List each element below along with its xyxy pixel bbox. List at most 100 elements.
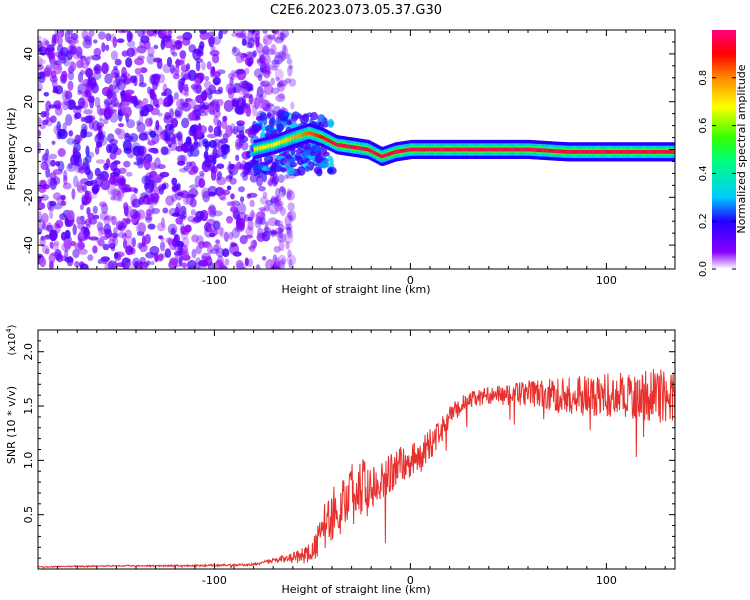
heatmap-cell — [143, 131, 150, 136]
heatmap-cell — [42, 119, 49, 126]
heatmap-cell — [97, 239, 105, 247]
heatmap-cell — [270, 258, 278, 269]
heatmap-cell — [271, 175, 278, 187]
heatmap-cell — [157, 164, 166, 170]
heatmap-cell — [259, 112, 267, 117]
heatmap-cell — [38, 35, 42, 41]
heatmap-carrier-cell — [487, 147, 490, 152]
heatmap-cell — [209, 248, 220, 255]
heatmap-cell — [213, 89, 223, 95]
heatmap-carrier-cell — [407, 148, 410, 152]
heatmap-cell — [136, 120, 141, 126]
heatmap-carrier-cell — [576, 150, 580, 154]
heatmap-cell — [277, 51, 286, 63]
heatmap-cell — [99, 170, 109, 181]
heatmap-cell — [172, 51, 178, 57]
heatmap-carrier-cell — [491, 147, 495, 152]
heatmap-cell — [103, 107, 114, 119]
heatmap-carrier-cell — [664, 150, 667, 154]
heatmap-carrier-cell — [328, 139, 332, 143]
heatmap-cell — [181, 249, 189, 259]
heatmap-carrier-cell — [507, 147, 511, 152]
heatmap-carrier-cell — [419, 147, 423, 152]
heatmap-cell — [180, 205, 187, 216]
heatmap-cell — [72, 106, 82, 114]
heatmap-cell — [191, 234, 200, 243]
snr-frame — [37, 329, 676, 570]
heatmap-cell — [93, 47, 102, 57]
heatmap-cell — [68, 39, 73, 45]
heatmap-cell — [140, 192, 150, 199]
heatmap-cell — [123, 202, 129, 211]
heatmap-carrier-cell — [416, 147, 420, 152]
heatmap-carrier-cell — [581, 150, 584, 154]
heatmap-cell — [136, 231, 145, 237]
heatmap-carrier-cell — [452, 147, 456, 152]
heatmap-cell — [201, 61, 206, 71]
heatmap-cell — [139, 67, 148, 74]
heatmap-cell — [180, 53, 186, 65]
heatmap-cell — [194, 77, 201, 86]
heatmap-cell — [179, 222, 185, 235]
heatmap-cell — [277, 32, 287, 41]
heatmap-cell — [45, 100, 52, 112]
heatmap-cell — [259, 80, 266, 88]
heatmap-cell — [126, 119, 136, 129]
snr-series-line — [38, 368, 675, 569]
heatmap-cell — [111, 232, 119, 239]
heatmap-cell — [60, 231, 67, 241]
heatmap-carrier-cell — [388, 152, 391, 156]
heatmap-cell — [124, 135, 134, 141]
heatmap-cell — [273, 55, 284, 65]
heatmap-carrier-cell — [449, 147, 453, 152]
heatmap-carrier-cell — [322, 135, 326, 140]
heatmap-cell — [282, 44, 287, 56]
heatmap-carrier-cell — [484, 147, 487, 152]
heatmap-cell — [257, 227, 264, 237]
heatmap-carrier-cell — [324, 136, 327, 141]
heatmap-cell — [206, 243, 214, 255]
heatmap-cell — [246, 51, 256, 60]
heatmap-cell — [129, 75, 137, 84]
heatmap-cell — [143, 158, 151, 171]
heatmap-cell — [289, 157, 296, 166]
y-tick-label: 20 — [22, 95, 35, 109]
heatmap-cell — [38, 47, 43, 53]
heatmap-cell — [190, 124, 200, 134]
heatmap-cell — [93, 214, 100, 220]
heatmap-cell — [136, 122, 146, 133]
heatmap-carrier-cell — [532, 147, 536, 152]
heatmap-cell — [49, 261, 54, 269]
heatmap-cell — [272, 254, 278, 262]
heatmap-cell — [287, 210, 297, 222]
heatmap-cell — [155, 103, 160, 109]
heatmap-cell — [38, 196, 42, 204]
heatmap-carrier-cell — [651, 150, 655, 154]
heatmap-cell — [175, 217, 184, 225]
heatmap-carrier-cell — [364, 147, 368, 151]
heatmap-carrier-cell — [502, 147, 506, 152]
heatmap-carrier-cell — [626, 150, 630, 154]
heatmap-cell — [87, 55, 98, 60]
heatmap-cell — [133, 161, 144, 166]
heatmap-cell — [240, 196, 245, 203]
heatmap-cell — [243, 214, 250, 223]
heatmap-cell — [170, 64, 176, 74]
heatmap-cell — [305, 165, 310, 172]
heatmap-carrier-cell — [371, 149, 374, 154]
heatmap-carrier-cell — [263, 145, 266, 150]
heatmap-cell — [231, 228, 240, 239]
heatmap-carrier-cell — [575, 150, 578, 154]
heatmap-cell — [51, 38, 57, 47]
snr-ticks: -100 0 100 0.5 1.0 1.5 2.0 — [22, 330, 675, 587]
heatmap-cell — [207, 185, 218, 196]
chart-title: C2E6.2023.073.05.37.G30 — [270, 3, 442, 18]
heatmap-cell — [277, 80, 286, 92]
heatmap-cell — [271, 36, 280, 41]
heatmap-cell — [70, 45, 77, 56]
heatmap-carrier-cell — [584, 150, 587, 154]
heatmap-cell — [193, 216, 203, 223]
heatmap-cell — [284, 215, 293, 227]
heatmap-cell — [112, 78, 123, 88]
heatmap-carrier-cell — [529, 147, 533, 152]
